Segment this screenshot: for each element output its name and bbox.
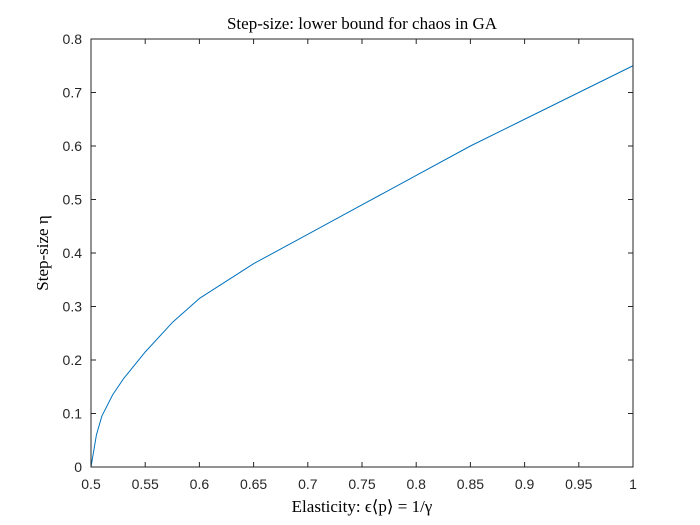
x-tick-label: 0.7 bbox=[298, 476, 318, 492]
x-tick-label: 0.65 bbox=[240, 476, 267, 492]
x-tick-label: 0.8 bbox=[406, 476, 426, 492]
x-tick-label: 0.5 bbox=[81, 476, 101, 492]
x-tick-label: 0.9 bbox=[515, 476, 535, 492]
y-tick-label: 0.3 bbox=[63, 299, 83, 315]
y-axis-label: Step-size η bbox=[33, 215, 52, 290]
x-tick-label: 0.75 bbox=[348, 476, 375, 492]
x-tick-label: 0.6 bbox=[190, 476, 210, 492]
y-tick-label: 0.6 bbox=[63, 138, 83, 154]
y-tick-label: 0.4 bbox=[63, 245, 83, 261]
x-axis-label: Elasticity: ϵ⟨p⟩ = 1/γ bbox=[292, 497, 433, 516]
y-tick-label: 0.7 bbox=[63, 85, 83, 101]
series-layer bbox=[90, 65, 634, 468]
plot-area bbox=[91, 39, 633, 467]
y-tick-label: 0.8 bbox=[63, 31, 83, 47]
ticks-layer: 0.5 0.55 0.6 0.65 0.7 0.75 0.8 0.85 0.9 0.95 1 0 0.1… bbox=[63, 31, 638, 492]
series-line bbox=[90, 65, 634, 468]
y-tick-label: 0.2 bbox=[63, 352, 83, 368]
y-tick-label: 0.5 bbox=[63, 192, 83, 208]
y-tick-label: 0 bbox=[74, 459, 82, 475]
x-tick-label: 0.55 bbox=[132, 476, 159, 492]
x-tick-label: 0.95 bbox=[565, 476, 592, 492]
chart-title: Step-size: lower bound for chaos in GA bbox=[227, 14, 498, 33]
x-tick-label: 1 bbox=[629, 476, 637, 492]
x-tick-label: 0.85 bbox=[457, 476, 484, 492]
y-tick-label: 0.1 bbox=[63, 406, 83, 422]
